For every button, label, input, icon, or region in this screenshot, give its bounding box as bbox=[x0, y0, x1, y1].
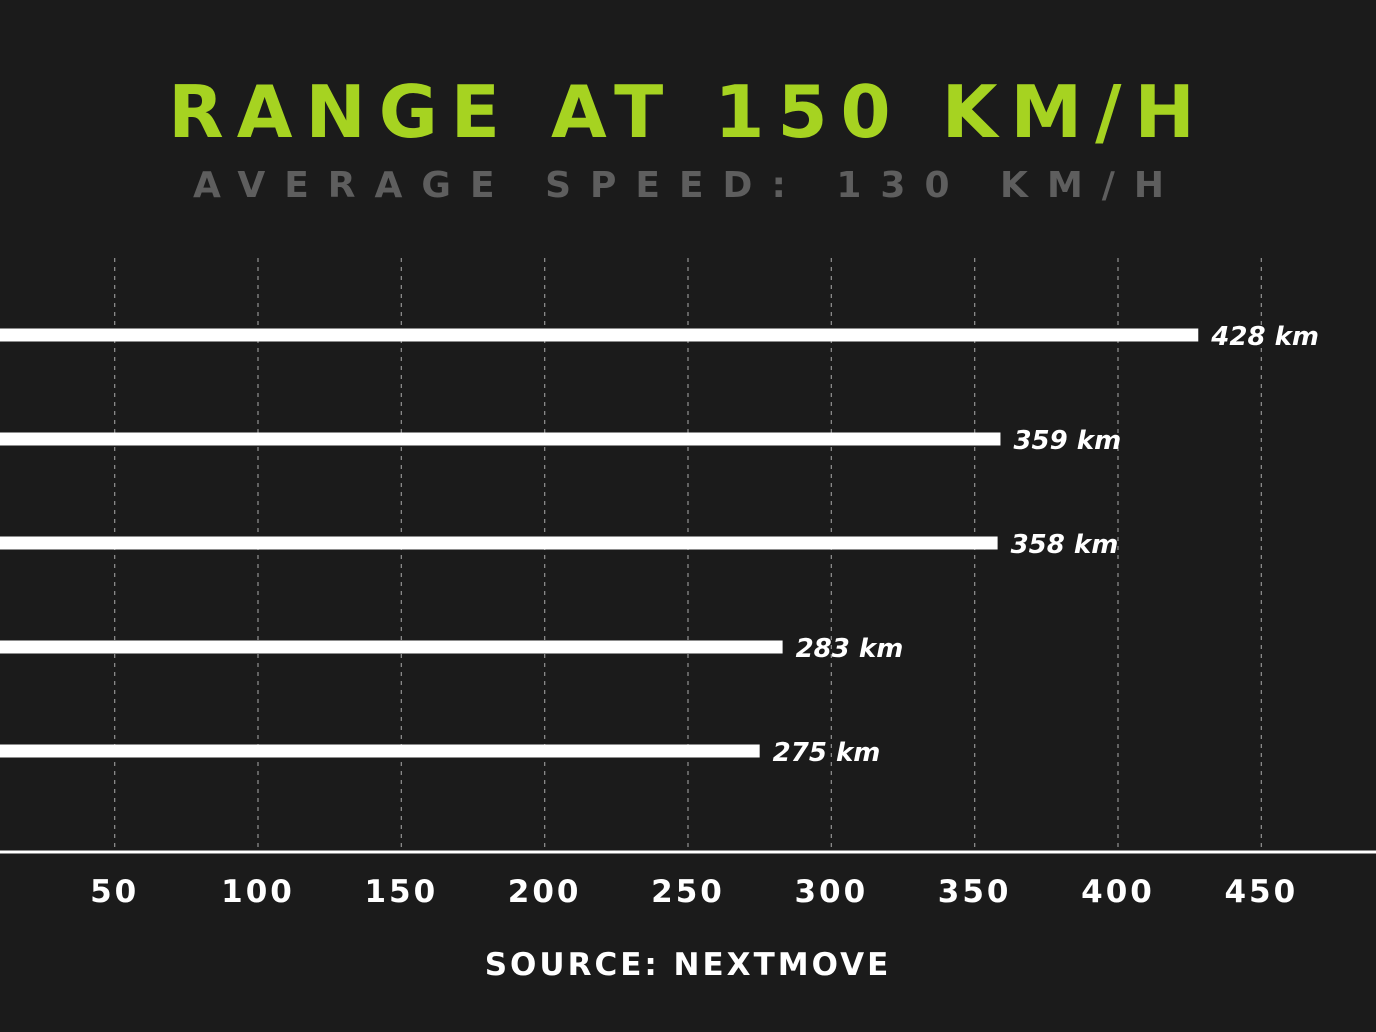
bar-label-2: 359 km bbox=[1013, 426, 1121, 456]
bar-label-1: 428 km bbox=[1210, 322, 1319, 352]
bar-label-4: 283 km bbox=[796, 634, 904, 664]
bar-5 bbox=[0, 744, 760, 758]
bars bbox=[0, 328, 1199, 758]
x-tick-label-200: 200 bbox=[508, 874, 582, 910]
x-tick-label-250: 250 bbox=[651, 874, 725, 910]
x-tick-label-450: 450 bbox=[1224, 874, 1298, 910]
bar-1 bbox=[0, 328, 1199, 342]
x-axis-ticks: 50 100 150 200 250 300 350 400 450 bbox=[90, 874, 1298, 910]
x-tick-label-300: 300 bbox=[794, 874, 868, 910]
bar-label-3: 358 km bbox=[1011, 530, 1119, 560]
x-tick-label-150: 150 bbox=[364, 874, 438, 910]
x-tick-label-100: 100 bbox=[221, 874, 295, 910]
bar-label-5: 275 km bbox=[773, 738, 881, 768]
bar-2 bbox=[0, 432, 1001, 446]
bar-3 bbox=[0, 536, 998, 550]
x-tick-label-350: 350 bbox=[938, 874, 1012, 910]
chart-title: RANGE AT 150 KM/H bbox=[168, 70, 1207, 154]
bar-4 bbox=[0, 640, 783, 654]
data-labels: 428 km 359 km 358 km 283 km 275 km bbox=[773, 322, 1319, 768]
x-tick-label-50: 50 bbox=[90, 874, 139, 910]
chart-subtitle: AVERAGE SPEED: 130 KM/H bbox=[193, 165, 1183, 206]
source-note: SOURCE: NEXTMOVE bbox=[485, 947, 892, 983]
x-tick-label-400: 400 bbox=[1081, 874, 1155, 910]
